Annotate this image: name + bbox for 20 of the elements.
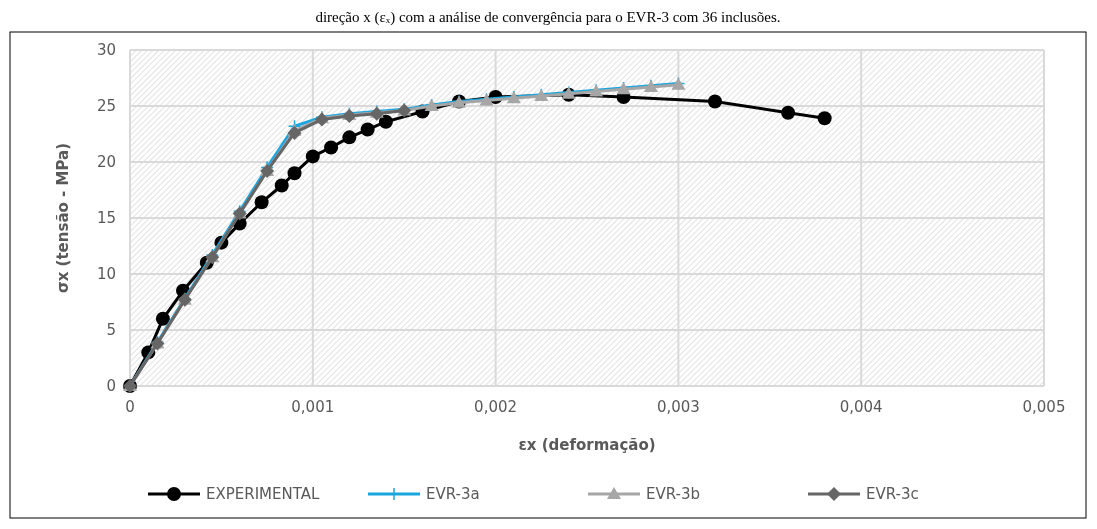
x-tick-label: 0,005 <box>1022 398 1066 416</box>
text: direção x (εₓ) com a análise de convergência para o EVR-3 com 36 inclusões. <box>315 9 781 26</box>
legend-label: EVR-3b <box>646 485 701 504</box>
x-axis-title: εx (deformação) <box>518 436 656 454</box>
y-axis-title: σx (tensão - MPa) <box>54 143 72 293</box>
y-tick-label: 10 <box>96 265 116 284</box>
x-tick-label: 0,001 <box>291 398 335 416</box>
y-tick-label: 25 <box>96 97 116 116</box>
legend-label: EVR-3c <box>866 485 919 504</box>
legend-label: EVR-3a <box>426 485 480 504</box>
x-tick-label: 0,002 <box>474 398 518 416</box>
x-tick-label: 0 <box>125 398 135 416</box>
y-tick-label: 20 <box>96 153 116 172</box>
x-tick-label: 0,003 <box>656 398 700 416</box>
y-tick-label: 5 <box>106 321 116 340</box>
x-tick-label: 0,004 <box>839 398 883 416</box>
y-tick-label: 15 <box>96 209 116 228</box>
y-tick-label: 30 <box>96 41 116 60</box>
legend-label: EXPERIMENTAL <box>206 485 321 504</box>
y-tick-label: 0 <box>106 377 116 396</box>
